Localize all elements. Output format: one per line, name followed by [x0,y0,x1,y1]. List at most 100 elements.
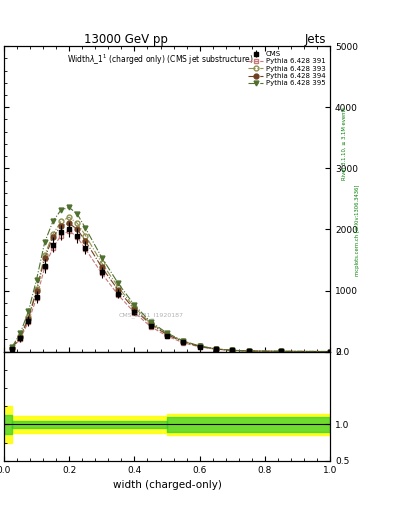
Pythia 6.428 393 [50,231,55,238]
Pythia 6.428 395 [59,207,63,213]
Text: Width$\lambda$_1$^1$ (charged only) (CMS jet substructure): Width$\lambda$_1$^1$ (charged only) (CMS… [67,52,254,67]
Pythia 6.428 395 [230,347,235,353]
Pythia 6.428 393 [197,343,202,349]
Pythia 6.428 393 [116,284,120,290]
Pythia 6.428 394 [149,322,153,328]
Line: Pythia 6.428 391: Pythia 6.428 391 [10,228,332,354]
Pythia 6.428 391 [214,346,219,352]
X-axis label: width (charged-only): width (charged-only) [112,480,222,490]
Pythia 6.428 391 [67,227,72,233]
Pythia 6.428 394 [75,226,80,232]
Pythia 6.428 391 [149,324,153,330]
Pythia 6.428 393 [10,345,15,351]
Pythia 6.428 393 [34,286,39,292]
Pythia 6.428 394 [230,347,235,353]
Pythia 6.428 395 [214,346,219,352]
Pythia 6.428 394 [83,238,88,244]
Pythia 6.428 394 [328,349,332,355]
Legend: CMS, Pythia 6.428 391, Pythia 6.428 393, Pythia 6.428 394, Pythia 6.428 395: CMS, Pythia 6.428 391, Pythia 6.428 393,… [247,50,327,88]
Pythia 6.428 391 [34,295,39,301]
Pythia 6.428 393 [328,349,332,355]
Pythia 6.428 395 [75,211,80,217]
Pythia 6.428 391 [165,333,169,339]
Pythia 6.428 393 [149,320,153,326]
Pythia 6.428 391 [99,270,104,276]
Pythia 6.428 393 [132,304,137,310]
Pythia 6.428 395 [83,225,88,231]
Pythia 6.428 394 [42,255,47,261]
Pythia 6.428 394 [181,339,186,345]
Pythia 6.428 395 [50,219,55,225]
Pythia 6.428 393 [83,232,88,239]
Line: Pythia 6.428 395: Pythia 6.428 395 [10,205,332,354]
Pythia 6.428 391 [83,246,88,252]
Pythia 6.428 391 [116,292,120,298]
Pythia 6.428 391 [197,344,202,350]
Pythia 6.428 393 [246,348,251,354]
Pythia 6.428 391 [59,232,63,239]
Pythia 6.428 395 [132,302,137,308]
Pythia 6.428 394 [197,344,202,350]
Pythia 6.428 391 [279,348,284,354]
Pythia 6.428 391 [230,348,235,354]
Pythia 6.428 393 [75,220,80,226]
Pythia 6.428 393 [279,348,284,354]
Pythia 6.428 391 [50,245,55,251]
Pythia 6.428 395 [116,280,120,286]
Pythia 6.428 391 [132,309,137,315]
Pythia 6.428 395 [18,330,23,336]
Pythia 6.428 391 [181,340,186,346]
Pythia 6.428 393 [165,331,169,337]
Pythia 6.428 394 [132,306,137,312]
Pythia 6.428 393 [18,333,23,339]
Line: Pythia 6.428 394: Pythia 6.428 394 [10,221,332,354]
Pythia 6.428 394 [26,315,31,322]
Pythia 6.428 395 [34,276,39,283]
Text: Rivet 3.1.10, ≥ 3.1M events: Rivet 3.1.10, ≥ 3.1M events [342,106,346,180]
Pythia 6.428 395 [10,344,15,350]
Pythia 6.428 393 [99,260,104,266]
Pythia 6.428 394 [165,331,169,337]
Text: Jets: Jets [305,33,326,46]
Pythia 6.428 393 [214,346,219,352]
Pythia 6.428 395 [149,319,153,325]
Pythia 6.428 395 [181,338,186,344]
Pythia 6.428 395 [328,349,332,355]
Pythia 6.428 391 [42,264,47,270]
Pythia 6.428 395 [99,254,104,261]
Pythia 6.428 393 [67,214,72,220]
Pythia 6.428 393 [230,347,235,353]
Pythia 6.428 391 [10,345,15,351]
Pythia 6.428 394 [34,288,39,294]
Text: mcplots.cern.ch [arXiv:1306.3436]: mcplots.cern.ch [arXiv:1306.3436] [355,185,360,276]
Text: CMS_2021_I1920187: CMS_2021_I1920187 [118,312,183,318]
Pythia 6.428 391 [75,234,80,241]
Pythia 6.428 394 [279,348,284,354]
Pythia 6.428 395 [279,348,284,354]
Pythia 6.428 393 [42,252,47,258]
Pythia 6.428 394 [99,264,104,270]
Pythia 6.428 394 [59,223,63,229]
Text: 13000 GeV pp: 13000 GeV pp [84,33,168,46]
Pythia 6.428 393 [26,314,31,321]
Pythia 6.428 395 [165,330,169,336]
Pythia 6.428 394 [10,345,15,351]
Pythia 6.428 394 [50,234,55,241]
Line: Pythia 6.428 393: Pythia 6.428 393 [10,215,332,354]
Pythia 6.428 395 [26,308,31,314]
Pythia 6.428 394 [116,287,120,293]
Pythia 6.428 394 [214,346,219,352]
Pythia 6.428 395 [67,204,72,210]
Pythia 6.428 391 [328,349,332,355]
Pythia 6.428 394 [18,334,23,340]
Pythia 6.428 391 [18,336,23,342]
Pythia 6.428 391 [26,318,31,325]
Pythia 6.428 395 [246,348,251,354]
Pythia 6.428 394 [67,220,72,226]
Pythia 6.428 394 [246,348,251,354]
Pythia 6.428 395 [197,343,202,349]
Pythia 6.428 395 [42,239,47,245]
Pythia 6.428 393 [181,338,186,345]
Pythia 6.428 393 [59,219,63,225]
Pythia 6.428 391 [246,348,251,354]
